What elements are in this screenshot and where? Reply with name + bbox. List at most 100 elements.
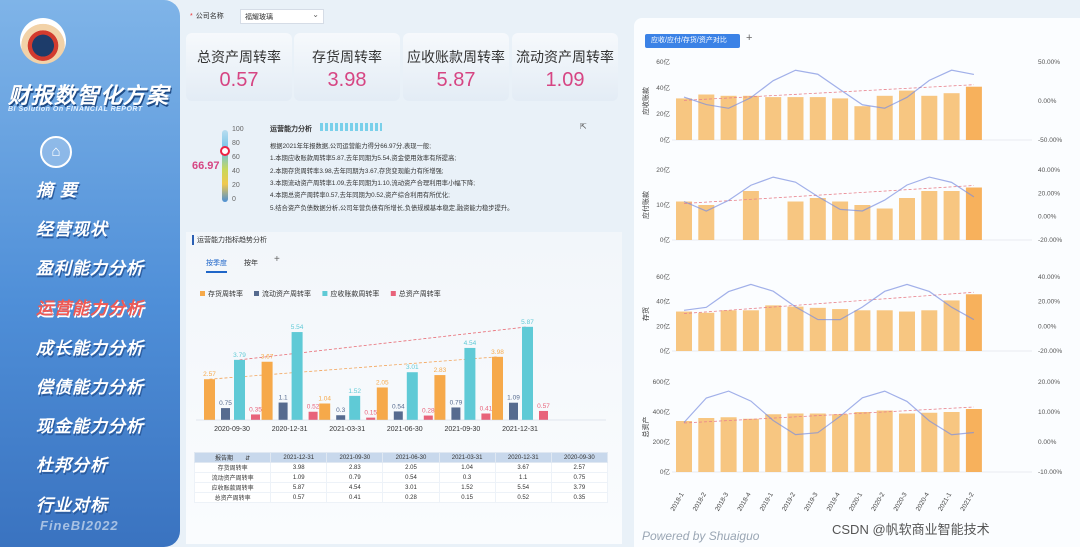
trend-bar bbox=[366, 417, 376, 420]
comparison-panel: 应收/应付/存货/资产对比 + 60亿 40亿 20亿 0亿 50.00% 0.00% -5… bbox=[634, 18, 1080, 547]
comparison-bar bbox=[832, 414, 849, 472]
table-cell: 3.79 bbox=[550, 482, 609, 493]
data-label: 1.1 bbox=[279, 395, 288, 402]
comparison-bar bbox=[921, 310, 938, 351]
trend-chart: 存货周转率 流动资产周转率 应收账款周转率 总资产周转率 2.57 0.75 3.79 0.3… bbox=[196, 289, 606, 433]
trend-bar bbox=[291, 332, 303, 420]
x-tick-label: 2019-4 bbox=[826, 491, 842, 512]
trend-line bbox=[683, 291, 974, 314]
y-tick-label: 40亿 bbox=[656, 83, 670, 92]
table-cell: 3.01 bbox=[382, 482, 440, 493]
table-cell: 0.3 bbox=[438, 472, 496, 483]
table-header-cell[interactable]: 报告期 ⇵ bbox=[193, 452, 272, 463]
comparison-bar bbox=[809, 413, 826, 472]
nav-item[interactable]: 成长能力分析 bbox=[36, 339, 144, 358]
table-cell: 0.35 bbox=[550, 492, 609, 503]
trend-bar bbox=[349, 395, 361, 420]
add-tab-button[interactable]: + bbox=[274, 254, 280, 265]
kpi-value: 5.87 bbox=[436, 69, 476, 91]
sort-icon[interactable]: ⇵ bbox=[245, 456, 251, 462]
table-cell: 2.05 bbox=[382, 462, 440, 473]
comparison-bar bbox=[921, 191, 938, 240]
x-tick-label: 2018-2 bbox=[692, 491, 708, 512]
y-tick-label: 400亿 bbox=[653, 407, 671, 416]
table-cell: 5.87 bbox=[270, 482, 328, 493]
kpi-value: 1.09 bbox=[545, 69, 585, 91]
comparison-bar bbox=[787, 306, 804, 351]
comparison-bar bbox=[899, 413, 915, 472]
data-label: 1.04 bbox=[318, 395, 331, 402]
nav-item[interactable]: 摘 要 bbox=[36, 181, 78, 200]
y2-tick-label: 0.00% bbox=[1038, 214, 1057, 221]
comparison-bar bbox=[832, 98, 849, 140]
kpi-label: 应收账款周转率 bbox=[407, 49, 505, 65]
comparison-bar bbox=[832, 201, 849, 240]
trend-bar bbox=[423, 415, 433, 420]
legend-label: 总资产周转率 bbox=[399, 289, 441, 298]
y2-tick-label: -50.00% bbox=[1038, 137, 1062, 144]
kpi-value: 3.98 bbox=[327, 69, 367, 91]
trend-bar bbox=[308, 411, 318, 420]
legend-label: 存货周转率 bbox=[208, 289, 243, 298]
x-tick-label: 2018-4 bbox=[736, 491, 752, 512]
y-axis-label: 存货 bbox=[641, 307, 650, 321]
trend-bar bbox=[261, 361, 273, 420]
comparison-bar bbox=[676, 421, 692, 472]
kpi-card: 流动资产周转率 1.09 bbox=[512, 33, 618, 101]
table-cell: 0.15 bbox=[438, 492, 496, 503]
company-select-value: 福耀玻璃 bbox=[245, 14, 273, 21]
nav-item[interactable]: 盈利能力分析 bbox=[36, 259, 144, 278]
x-tick-label: 2020-3 bbox=[893, 491, 909, 512]
tab-comparison[interactable]: 应收/应付/存货/资产对比 bbox=[645, 34, 740, 48]
comparison-bar bbox=[943, 191, 960, 240]
expand-icon[interactable]: ⇱ bbox=[580, 122, 587, 131]
nav-item[interactable]: 偿债能力分析 bbox=[36, 378, 144, 397]
y-tick-label: 600亿 bbox=[653, 377, 671, 386]
table-header-cell: 2021-06-30 bbox=[382, 452, 440, 463]
legend-swatch bbox=[322, 291, 328, 296]
data-label: 1.09 bbox=[507, 395, 520, 402]
nav-item[interactable]: 杜邦分析 bbox=[36, 456, 108, 475]
company-label-text: 公司名称 bbox=[195, 13, 224, 20]
comparison-bar bbox=[832, 309, 849, 351]
comparison-bar bbox=[698, 418, 715, 472]
comparison-bar bbox=[720, 310, 737, 351]
x-tick-label: 2021-03-31 bbox=[329, 426, 365, 433]
required-mark: * bbox=[190, 13, 193, 20]
y2-tick-label: 0.00% bbox=[1038, 323, 1057, 330]
y-tick-label: 10亿 bbox=[656, 200, 670, 209]
nav-item[interactable]: 经营现状 bbox=[36, 220, 108, 239]
add-tab-button-right[interactable]: + bbox=[746, 32, 753, 44]
company-select[interactable]: 福耀玻璃 ⌄ bbox=[240, 9, 324, 24]
nav-item[interactable]: 现金能力分析 bbox=[36, 417, 144, 436]
gauge-tick: 40 bbox=[232, 168, 240, 175]
trend-bar bbox=[251, 414, 260, 420]
powered-by: Powered by Shuaiguo bbox=[642, 529, 760, 543]
gauge-tick: 20 bbox=[232, 182, 240, 189]
y2-tick-label: 10.00% bbox=[1038, 409, 1060, 416]
x-tick-label: 2020-12-31 bbox=[272, 426, 308, 433]
y2-tick-label: -20.00% bbox=[1038, 348, 1062, 355]
tab-yearly[interactable]: 按年 bbox=[244, 260, 258, 267]
row-label: 总资产周转率 bbox=[193, 492, 272, 503]
data-label: 5.54 bbox=[291, 324, 304, 331]
data-table: 报告期 ⇵ 2021-12-31 2021-09-30 2021-06-30 2021-0… bbox=[193, 452, 609, 503]
growth-line bbox=[683, 69, 975, 109]
y2-tick-label: 50.00% bbox=[1038, 59, 1060, 66]
comparison-bar bbox=[742, 310, 759, 351]
y-tick-label: 20亿 bbox=[656, 165, 670, 174]
nav-item[interactable]: 运营能力分析 bbox=[36, 299, 144, 318]
tab-quarterly[interactable]: 按季度 bbox=[206, 258, 227, 273]
x-tick-label: 2018-3 bbox=[714, 491, 730, 512]
comparison-bar bbox=[787, 413, 804, 472]
y2-tick-label: 20.00% bbox=[1038, 190, 1060, 197]
table-cell: 1.1 bbox=[494, 472, 552, 483]
trend-line bbox=[683, 84, 974, 101]
growth-line bbox=[683, 390, 974, 436]
trend-bar bbox=[451, 407, 461, 420]
growth-line bbox=[683, 283, 975, 321]
trend-bar bbox=[319, 403, 331, 420]
trend-bar bbox=[204, 379, 215, 420]
trend-bar bbox=[406, 372, 418, 420]
nav-item[interactable]: 行业对标 bbox=[36, 496, 108, 515]
